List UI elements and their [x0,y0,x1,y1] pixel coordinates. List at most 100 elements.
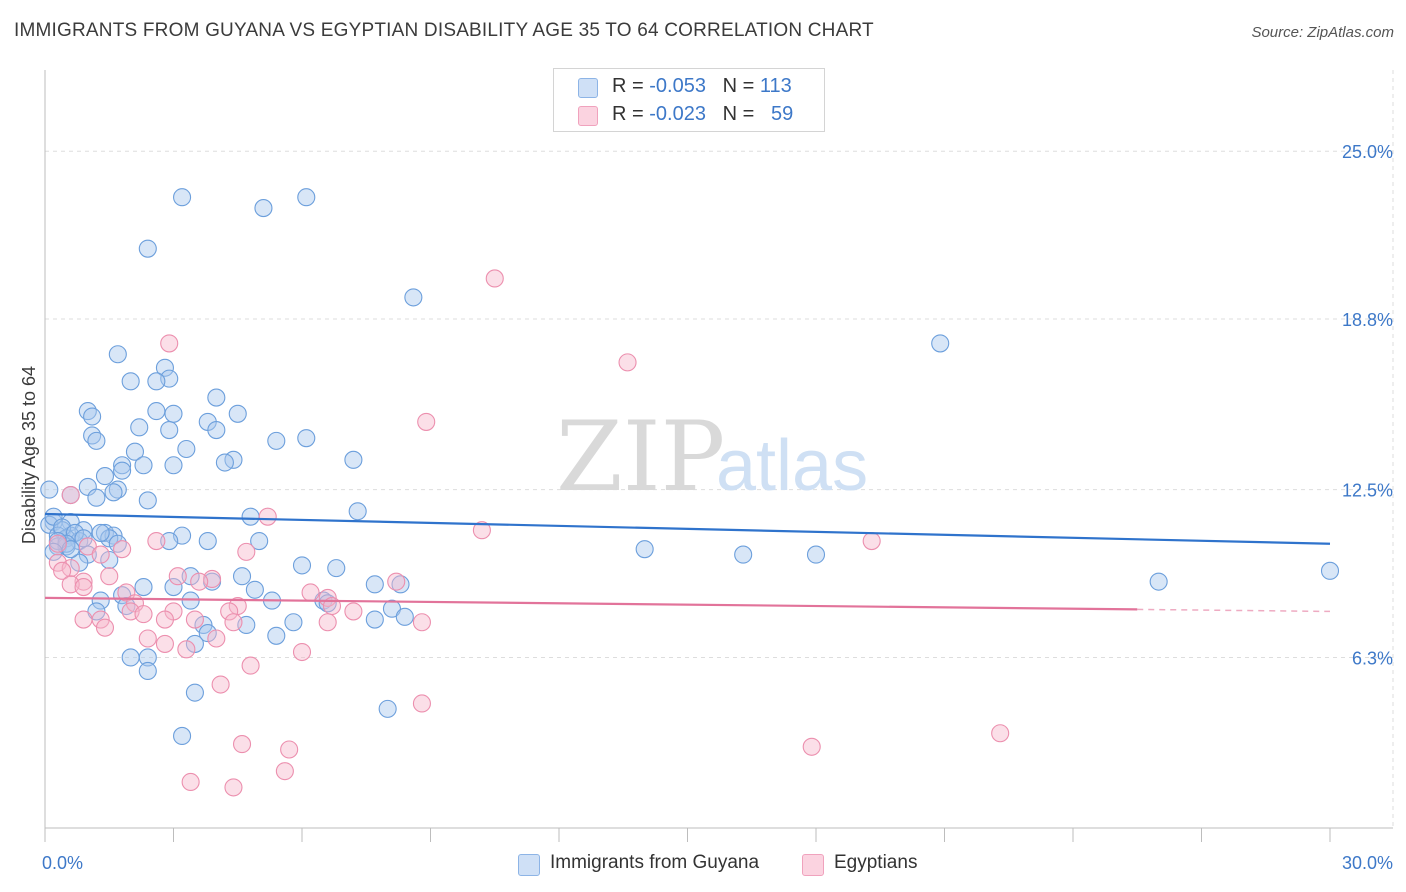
legend-swatch-egyptians [578,106,598,126]
data-point [378,699,397,718]
data-point [138,629,157,648]
data-point [241,656,260,675]
data-point [173,188,192,207]
data-point [198,531,217,551]
data-point [134,605,153,624]
legend-swatch-guyana [578,78,598,98]
data-point [931,334,950,353]
data-point [292,556,312,575]
data-point [100,529,119,548]
data-point [232,735,252,754]
data-point [83,407,102,426]
data-point [155,634,174,653]
data-point [1320,561,1340,580]
data-point [113,461,132,480]
legend-r-label: R = [612,75,644,97]
data-point [198,624,217,643]
data-point [215,453,234,472]
data-point [78,537,97,556]
data-point [618,353,637,372]
data-point [134,456,153,475]
data-point [245,580,264,599]
data-point [185,683,204,702]
data-point [284,613,303,632]
data-point [395,607,414,626]
data-point [100,550,119,570]
data-point [280,740,299,759]
data-point [164,456,183,475]
data-point [40,480,59,499]
legend-r-label: R = [612,103,644,125]
bottom-legend-label-egyptians: Egyptians [834,852,918,873]
data-point [194,615,213,635]
trend-line-egyptians-extension [1137,608,1331,613]
y-tick-label: 25.0% [1342,142,1393,162]
data-point [802,737,821,756]
data-point [173,726,192,746]
data-point [318,613,337,632]
data-point [404,288,423,307]
data-point [292,642,312,662]
data-point [155,610,174,629]
watermark-zip: ZIP [556,401,725,513]
data-point [382,599,402,618]
data-point [91,545,110,564]
data-point [138,648,157,667]
data-point [108,345,127,364]
data-point [1149,572,1168,591]
data-point [348,502,367,521]
data-point [228,404,247,423]
data-point [220,602,239,621]
data-point [207,388,226,407]
data-point [53,561,72,580]
data-point [241,507,260,526]
data-point [121,648,140,667]
data-point [190,572,209,591]
data-point [160,531,179,551]
data-point [164,578,183,597]
data-point [365,575,384,594]
data-point [417,412,436,431]
data-point [138,239,157,258]
legend-n-label: N = [722,75,755,97]
data-point [74,578,93,597]
data-point [177,439,196,459]
data-point [991,724,1010,743]
data-point [485,269,504,288]
data-point [138,661,157,681]
data-point [87,602,106,621]
data-point [164,404,183,423]
data-point [237,542,256,561]
data-point [301,583,320,602]
data-point [147,372,166,391]
y-tick-label: 18.8% [1342,310,1393,330]
data-point [211,675,230,694]
data-point [635,540,654,559]
data-point [113,540,132,559]
data-point [318,588,337,607]
data-point [207,629,226,648]
data-point [275,762,294,781]
data-point [224,778,243,797]
stats-legend: R = -0.053 N = 113 R = -0.023 N = 59 [553,68,825,132]
watermark-atlas: atlas [716,426,868,506]
y-axis-label: Disability Age 35 to 64 [19,366,39,544]
data-point [100,567,119,586]
data-point [365,610,384,629]
data-point [113,456,132,475]
data-point [95,467,115,486]
data-point [147,531,166,551]
data-point [177,640,196,659]
data-point [160,420,179,440]
watermark: ZIP atlas [556,401,868,513]
data-point [70,553,89,572]
data-point [267,626,286,645]
data-point [121,372,140,391]
data-point [297,429,316,448]
data-point [472,521,491,540]
data-point [181,772,200,792]
axes [44,70,1393,842]
data-point [232,567,252,586]
data-point [344,450,363,469]
data-point [297,188,316,207]
